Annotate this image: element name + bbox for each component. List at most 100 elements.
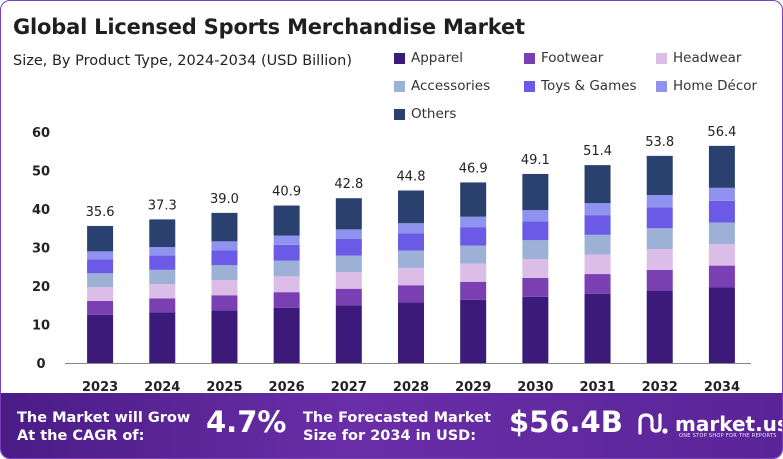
bar-total-label: 49.1 [521, 153, 550, 168]
summary-banner: The Market will Grow At the CAGR of: 4.7… [1, 393, 782, 458]
bar-total-label: 51.4 [583, 144, 612, 159]
legend-swatch [394, 108, 405, 120]
bar-segment-others [335, 198, 362, 230]
bar-segment-headwear [646, 249, 673, 270]
bar-segment-headwear [584, 254, 611, 275]
market-logo-icon [638, 413, 668, 435]
bar-segment-accessories [584, 234, 611, 255]
bar-segment-apparel [211, 310, 238, 363]
bar-segment-home-d-cor [708, 187, 735, 201]
bar-segment-accessories [273, 260, 300, 277]
x-tick-label: 2023 [82, 380, 118, 393]
x-tick-label: 2030 [517, 380, 553, 393]
cagr-label: The Market will Grow At the CAGR of: [17, 409, 190, 445]
bar-segment-headwear [522, 259, 549, 278]
legend-label: Headwear [673, 50, 742, 66]
bar-segment-apparel [149, 312, 176, 363]
bar-segment-toys-games [646, 207, 673, 229]
legend-item-others: Others [394, 106, 456, 122]
cagr-label-line2: At the CAGR of: [17, 428, 145, 444]
bar-segment-toys-games [460, 227, 487, 246]
legend-label: Toys & Games [541, 78, 637, 94]
bar-segment-headwear [460, 263, 487, 282]
bar-segment-headwear [211, 280, 238, 296]
bar-total-label: 46.9 [459, 161, 488, 176]
bar-segment-others [460, 182, 487, 217]
bar-segment-toys-games [708, 200, 735, 223]
y-tick-label: 60 [32, 126, 50, 141]
bar-segment-accessories [87, 273, 114, 288]
legend-label: Others [411, 106, 457, 122]
legend-item-toys-games: Toys & Games [524, 78, 637, 94]
bar-segment-others [708, 145, 735, 188]
bar-segment-others [211, 212, 238, 242]
bar-segment-footwear [335, 288, 362, 306]
bar-segment-home-d-cor [584, 203, 611, 216]
bar-segment-others [87, 225, 114, 252]
forecast-value: $56.4B [509, 405, 623, 439]
bar-segment-accessories [522, 240, 549, 260]
bar-segment-accessories [708, 222, 735, 245]
brand-logo: market.us ONE STOP SHOP FOR THE REPORTS [637, 411, 782, 439]
cagr-value: 4.7% [206, 405, 287, 439]
bar-segment-accessories [460, 245, 487, 264]
bar-segment-accessories [335, 255, 362, 273]
bar-total-label: 37.3 [148, 198, 177, 213]
x-tick-label: 2034 [704, 380, 740, 393]
bar-segment-footwear [149, 298, 176, 313]
forecast-label-line1: The Forecasted Market [303, 410, 491, 426]
bar-segment-apparel [87, 314, 114, 363]
bar-segment-footwear [708, 265, 735, 288]
bar-segment-home-d-cor [273, 235, 300, 245]
x-tick-label: 2024 [144, 380, 180, 393]
legend-label: Home Décor [673, 78, 758, 94]
x-tick-label: 2027 [331, 380, 367, 393]
bar-segment-accessories [149, 269, 176, 285]
bar-total-label: 39.0 [210, 192, 239, 207]
bar-segment-apparel [646, 290, 673, 363]
chart-subtitle: Size, By Product Type, 2024-2034 (USD Bi… [13, 53, 352, 69]
y-tick-label: 40 [32, 203, 50, 218]
bar-segment-headwear [87, 287, 114, 302]
legend-label: Apparel [411, 50, 463, 66]
brand-tagline: ONE STOP SHOP FOR THE REPORTS [679, 433, 777, 439]
bar-segment-headwear [149, 284, 176, 299]
bar-segment-apparel [398, 302, 424, 363]
y-tick-label: 50 [32, 165, 50, 180]
bar-segment-others [646, 155, 673, 196]
bar-total-label: 44.8 [397, 170, 426, 185]
legend-swatch [394, 52, 405, 64]
bar-segment-others [149, 219, 176, 248]
legend-item-footwear: Footwear [524, 50, 603, 66]
legend-label: Footwear [541, 50, 604, 66]
bar-segment-apparel [584, 293, 611, 363]
bar-segment-toys-games [584, 215, 611, 235]
bar-segment-apparel [460, 299, 487, 363]
y-tick-label: 20 [32, 280, 50, 295]
bar-segment-toys-games [335, 239, 362, 256]
bar-segment-footwear [646, 269, 673, 291]
y-tick-label: 30 [32, 242, 50, 257]
bar-segment-home-d-cor [398, 223, 424, 234]
bar-total-label: 42.8 [334, 177, 363, 192]
bar-segment-toys-games [522, 221, 549, 241]
bar-segment-toys-games [149, 255, 176, 270]
bar-segment-footwear [522, 277, 549, 297]
legend-label: Accessories [411, 78, 491, 94]
x-tick-label: 2026 [269, 380, 305, 393]
bar-segment-toys-games [211, 250, 238, 266]
bar-segment-apparel [708, 287, 735, 363]
bar-segment-home-d-cor [460, 216, 487, 228]
x-tick-label: 2029 [455, 380, 491, 393]
x-tick-label: 2028 [393, 380, 429, 393]
bar-segment-home-d-cor [335, 229, 362, 240]
bar-segment-headwear [708, 244, 735, 266]
legend-swatch [656, 52, 667, 64]
bar-segment-toys-games [87, 259, 114, 274]
bar-chart: 010203040506035.6202337.3202439.0202540.… [32, 125, 751, 393]
cagr-label-line1: The Market will Grow [17, 410, 191, 426]
bar-segment-others [398, 190, 424, 224]
bar-segment-toys-games [398, 233, 424, 251]
forecast-label: The Forecasted Market Size for 2034 in U… [303, 409, 491, 445]
